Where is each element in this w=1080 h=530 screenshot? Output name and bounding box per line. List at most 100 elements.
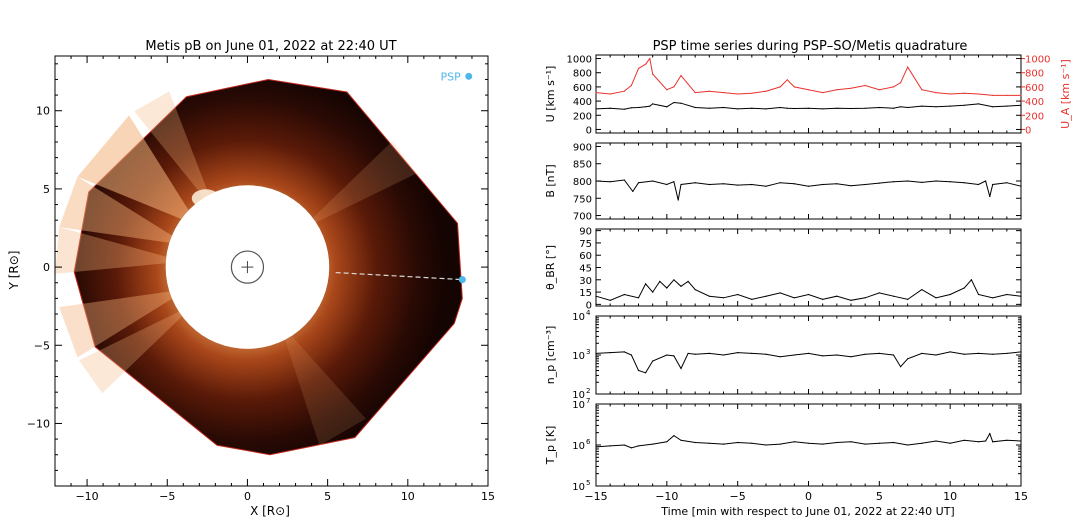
data-point (992, 94, 994, 96)
data-point (850, 299, 852, 301)
data-point (836, 441, 838, 444)
data-point (892, 107, 895, 109)
data-point (977, 93, 980, 95)
data-point (878, 442, 880, 444)
x-tick-label: −5 (730, 490, 746, 503)
data-point (1020, 94, 1022, 96)
data-point (822, 183, 824, 186)
y-tick-label: 10 (572, 400, 585, 411)
data-point (765, 185, 767, 187)
data-point (836, 107, 838, 109)
data-point (673, 355, 675, 357)
data-point (836, 183, 838, 185)
data-point (992, 353, 994, 355)
y-tick-label: 0 (43, 261, 50, 274)
data-point (609, 352, 611, 354)
data-point (737, 108, 739, 110)
data-point (822, 298, 824, 300)
data-point (793, 86, 795, 88)
data-point (637, 106, 640, 109)
panel-frame (595, 403, 1022, 487)
data-point (737, 293, 739, 296)
data-point (949, 93, 951, 95)
data-point (963, 353, 965, 355)
y-tick-label: 90 (579, 227, 592, 238)
data-point (977, 441, 980, 443)
data-point (793, 297, 795, 299)
data-point (907, 444, 909, 446)
y-tick-label: 10 (572, 312, 585, 323)
data-point (765, 108, 767, 110)
data-point (992, 441, 994, 443)
data-point (609, 299, 611, 301)
data-point (892, 86, 895, 88)
y-tick-label: 10 (572, 482, 585, 493)
data-point (652, 360, 654, 362)
data-point (907, 358, 909, 360)
data-point (878, 106, 880, 109)
y-tick-exponent: 5 (586, 479, 590, 487)
data-point (722, 106, 725, 109)
data-point (779, 356, 781, 358)
data-point (963, 182, 965, 184)
data-point (864, 353, 866, 355)
data-point (921, 442, 923, 444)
data-point (1020, 440, 1022, 442)
data-point (1020, 104, 1022, 106)
y-tick-exponent: 7 (586, 397, 590, 405)
x-tick-label: −10 (75, 490, 98, 503)
data-point (722, 443, 725, 445)
data-point (680, 183, 682, 186)
data-point (779, 182, 781, 184)
streamer-ray (312, 140, 416, 223)
data-point (963, 439, 965, 441)
panel-frame (595, 142, 1022, 220)
data-point (687, 352, 689, 354)
data-point (822, 443, 824, 445)
streamer-ray (77, 115, 189, 219)
x-tick-label: 10 (943, 490, 957, 503)
data-point (992, 297, 994, 299)
y-right-tick-label: 200 (1025, 111, 1044, 122)
data-point (666, 106, 668, 108)
data-point (1020, 295, 1022, 297)
data-point (907, 106, 909, 109)
data-point (900, 106, 902, 108)
y-axis-label: T_p [K] (544, 426, 557, 466)
data-point (645, 372, 647, 374)
data-point (989, 195, 991, 198)
y-axis-label: U [km s⁻¹] (544, 66, 557, 123)
data-point (680, 367, 682, 370)
data-point (652, 180, 654, 182)
x-tick-label: 10 (401, 490, 415, 503)
data-point (807, 107, 810, 109)
data-point (878, 182, 880, 184)
data-point (850, 107, 852, 110)
y-right-tick-label: 400 (1025, 97, 1044, 108)
x-tick-label: 15 (481, 490, 495, 503)
psp-legend-marker (465, 72, 473, 80)
right-panel-title: PSP time series during PSP–SO/Metis quad… (653, 39, 968, 54)
data-point (595, 295, 597, 297)
data-point (985, 180, 987, 182)
data-point (694, 289, 696, 291)
data-point (878, 352, 880, 354)
data-point (637, 369, 640, 372)
left-plot-frame (54, 55, 489, 487)
data-point (850, 185, 852, 187)
data-point (765, 444, 767, 446)
data-point (652, 443, 654, 445)
series-line-theta_br (595, 278, 1022, 301)
data-point (623, 90, 625, 92)
data-point (935, 180, 937, 182)
data-point (1006, 352, 1008, 354)
data-point (637, 297, 640, 299)
data-point (737, 352, 739, 354)
data-point (630, 354, 633, 356)
data-point (666, 441, 668, 443)
data-point (666, 354, 668, 356)
x-tick-label: 5 (876, 490, 883, 503)
